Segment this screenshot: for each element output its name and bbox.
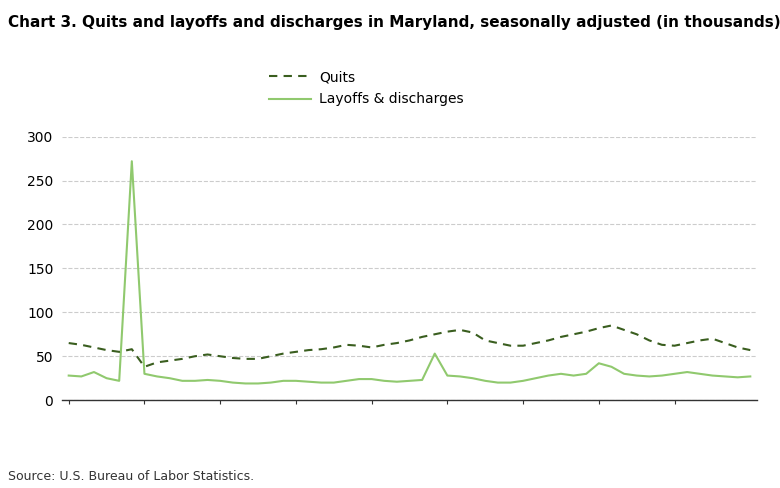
Text: Source: U.S. Bureau of Labor Statistics.: Source: U.S. Bureau of Labor Statistics.: [8, 470, 254, 483]
Text: Chart 3. Quits and layoffs and discharges in Maryland, seasonally adjusted (in t: Chart 3. Quits and layoffs and discharge…: [8, 15, 780, 30]
Legend: Quits, Layoffs & discharges: Quits, Layoffs & discharges: [264, 64, 470, 112]
